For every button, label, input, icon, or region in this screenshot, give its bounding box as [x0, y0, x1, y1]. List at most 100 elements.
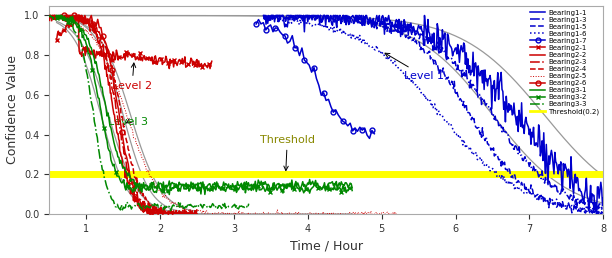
Line: Bearing2-1: Bearing2-1 — [55, 14, 214, 70]
Bearing1-7 — [327, 105, 335, 108]
Bearing1-7 — [282, 34, 289, 37]
Text: Level 3: Level 3 — [108, 117, 148, 127]
Line: Bearing1-5: Bearing1-5 — [264, 15, 603, 214]
Bearing1-3 — [300, 19, 308, 22]
Bearing1-1 — [593, 213, 600, 216]
Bearing2-5 — [253, 213, 261, 216]
Bearing2-5 — [239, 210, 246, 213]
Bearing1-5 — [505, 167, 512, 170]
Bearing2-3 — [70, 18, 78, 21]
Bearing1-6 — [260, 16, 267, 19]
Bearing2-4 — [188, 213, 196, 216]
Bearing2-4 — [132, 176, 139, 180]
Bearing2-3 — [193, 208, 201, 211]
Bearing2-1 — [204, 66, 211, 69]
Bearing1-7 — [371, 132, 378, 135]
Bearing3-3 — [54, 16, 62, 19]
Bearing3-3 — [167, 209, 174, 212]
Line: Bearing3-3: Bearing3-3 — [49, 15, 248, 211]
Bearing3-1 — [229, 182, 236, 185]
Bearing3-2 — [53, 16, 60, 19]
Bearing2-5 — [109, 72, 116, 75]
Bearing2-3 — [47, 14, 54, 17]
Bearing3-2 — [166, 193, 173, 196]
Bearing1-7 — [279, 33, 286, 36]
Bearing1-7 — [339, 120, 346, 123]
Line: Bearing1-1: Bearing1-1 — [264, 15, 603, 214]
Bearing2-5 — [313, 212, 321, 215]
Bearing1-3 — [505, 136, 512, 139]
Bearing1-7 — [366, 137, 373, 140]
Bearing1-7 — [310, 66, 318, 69]
Bearing2-2 — [45, 14, 53, 17]
Y-axis label: Confidence Value: Confidence Value — [6, 55, 18, 164]
Bearing2-2 — [188, 212, 195, 215]
Bearing1-7 — [346, 122, 354, 125]
Bearing1-7 — [267, 23, 274, 27]
Bearing2-6 — [61, 14, 68, 17]
Text: Level 1: Level 1 — [385, 53, 444, 81]
Bearing2-1 — [208, 60, 215, 63]
Text: Level 2: Level 2 — [112, 63, 152, 91]
Bearing1-6 — [600, 207, 607, 210]
Bearing3-1 — [348, 186, 356, 189]
Bearing3-3 — [45, 15, 53, 19]
Bearing2-5 — [201, 213, 209, 216]
Bearing2-5 — [47, 14, 54, 17]
Bearing1-7 — [341, 121, 349, 124]
Bearing2-4 — [105, 53, 113, 56]
Bearing2-1 — [206, 67, 214, 70]
Bearing2-2 — [193, 213, 201, 216]
Bearing1-7 — [264, 25, 272, 28]
Bearing3-3 — [245, 202, 252, 205]
Bearing3-3 — [84, 74, 91, 77]
Bearing1-7 — [354, 130, 361, 133]
Bearing1-7 — [272, 26, 279, 29]
Line: Bearing2-3: Bearing2-3 — [49, 15, 197, 214]
Bearing1-7 — [325, 98, 332, 101]
Bearing3-2 — [57, 14, 64, 17]
Bearing2-6 — [75, 14, 82, 17]
Bearing1-7 — [305, 63, 313, 67]
Bearing1-1 — [300, 30, 308, 33]
Bearing2-6 — [155, 211, 162, 214]
Bearing1-6 — [395, 66, 403, 69]
Bearing2-2 — [70, 14, 77, 17]
Bearing2-6 — [94, 18, 102, 21]
Bearing1-7 — [332, 108, 340, 111]
Text: Threshold: Threshold — [260, 135, 315, 171]
Bearing2-6 — [157, 212, 164, 215]
Bearing2-1 — [113, 49, 120, 52]
Bearing2-4 — [148, 204, 155, 207]
Bearing2-3 — [45, 16, 53, 19]
Bearing2-3 — [132, 188, 139, 191]
Bearing1-1 — [394, 28, 401, 31]
Bearing1-7 — [277, 31, 284, 34]
Bearing1-7 — [318, 94, 325, 97]
Bearing1-7 — [259, 21, 267, 24]
Bearing3-3 — [59, 18, 66, 21]
Bearing2-5 — [305, 212, 312, 215]
Bearing3-1 — [235, 184, 242, 187]
Bearing3-2 — [323, 185, 330, 188]
Bearing1-5 — [370, 20, 378, 23]
Bearing2-2 — [131, 200, 138, 204]
Bearing1-6 — [508, 180, 515, 183]
Bearing1-3 — [599, 208, 606, 211]
Bearing2-3 — [158, 213, 165, 216]
Bearing1-6 — [263, 14, 271, 18]
Bearing2-3 — [148, 210, 155, 213]
Bearing1-1 — [260, 14, 267, 17]
Bearing1-7 — [303, 61, 310, 64]
Bearing1-6 — [506, 183, 513, 186]
Bearing1-7 — [313, 77, 320, 80]
Bearing2-3 — [188, 213, 196, 216]
Bearing3-2 — [231, 188, 238, 191]
Bearing1-1 — [505, 102, 512, 105]
Bearing2-1 — [56, 34, 63, 37]
Bearing3-2 — [236, 186, 243, 189]
Bearing1-7 — [330, 111, 337, 114]
Bearing1-5 — [394, 30, 401, 33]
Bearing2-6 — [86, 18, 94, 21]
Bearing1-3 — [370, 22, 378, 26]
